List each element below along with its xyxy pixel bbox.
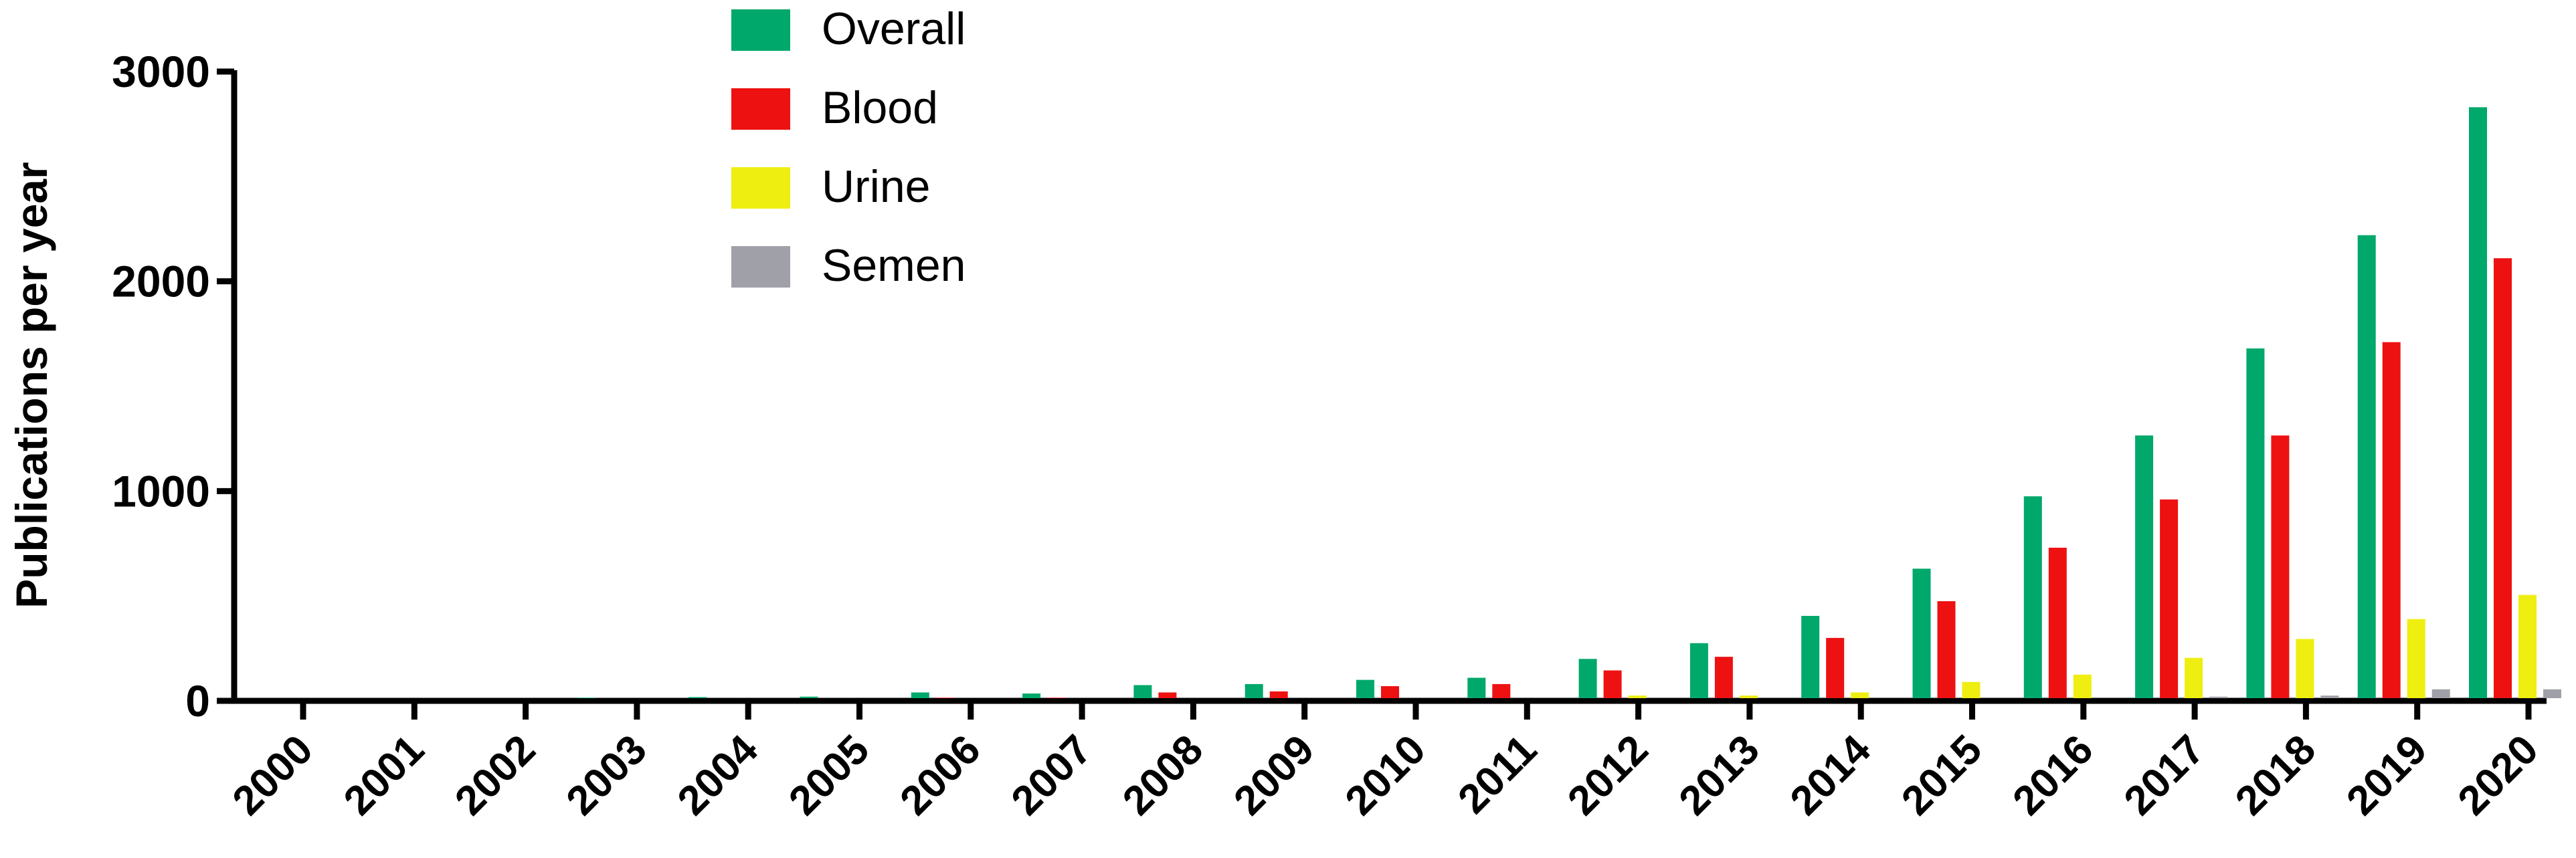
bar-blood-2017 (2160, 499, 2179, 698)
x-tick-label: 2019 (2338, 726, 2435, 824)
y-tick-label: 2000 (112, 257, 210, 306)
x-tick-label: 2011 (1449, 726, 1546, 823)
x-tick-label: 2015 (1893, 726, 1991, 824)
legend: Overall Blood Urine Semen (731, 3, 965, 291)
legend-swatch-overall (731, 9, 790, 51)
bar-overall-2014 (1801, 615, 1820, 698)
x-tick-label: 2005 (780, 726, 878, 824)
bar-blood-2019 (2382, 342, 2401, 698)
x-tick-label: 2001 (335, 726, 433, 824)
bar-overall-2012 (1578, 659, 1597, 698)
x-tick-label: 2018 (2227, 726, 2324, 824)
bar-blood-2018 (2271, 435, 2290, 698)
bar-overall-2015 (1912, 568, 1931, 698)
bar-overall-2019 (2357, 235, 2376, 698)
legend-label-blood: Blood (822, 82, 938, 133)
y-ticks: 0 1000 2000 3000 (112, 47, 234, 726)
bar-overall-2006 (911, 692, 929, 698)
legend-swatch-semen (731, 246, 790, 288)
bar-blood-2008 (1158, 692, 1177, 698)
legend-swatch-urine (731, 167, 790, 209)
bar-urine-2014 (1851, 692, 1869, 698)
bar-blood-2013 (1714, 657, 1733, 698)
y-tick-label: 0 (185, 676, 210, 726)
x-tick-label: 2014 (1782, 726, 1880, 825)
bar-overall-2009 (1245, 683, 1263, 698)
x-tick-label: 2007 (1003, 726, 1101, 824)
bar-urine-2019 (2407, 619, 2425, 698)
legend-label-overall: Overall (822, 3, 965, 54)
bars (577, 107, 2561, 698)
bar-urine-2018 (2296, 639, 2314, 698)
bar-semen-2017 (2209, 696, 2228, 698)
y-tick-label: 3000 (112, 47, 210, 96)
bar-blood-2015 (1937, 601, 1956, 698)
bar-urine-2016 (2073, 674, 2092, 698)
bar-blood-2016 (2048, 548, 2067, 698)
legend-label-urine: Urine (822, 161, 931, 212)
bar-urine-2012 (1628, 695, 1647, 698)
bar-semen-2019 (2431, 689, 2450, 698)
bar-overall-2004 (688, 697, 707, 698)
x-tick-label: 2008 (1114, 726, 1212, 824)
bar-urine-2020 (2518, 595, 2537, 698)
bar-blood-2009 (1269, 691, 1288, 698)
y-tick-label: 1000 (112, 466, 210, 516)
x-tick-label: 2010 (1337, 726, 1435, 824)
x-ticks: 2000 2001 2002 2003 2004 2005 2006 2007 2008 2009… (224, 701, 2547, 824)
bar-blood-2020 (2494, 258, 2512, 698)
x-tick-label: 2006 (891, 726, 989, 824)
bar-overall-2020 (2469, 107, 2487, 698)
x-tick-label: 2017 (2116, 726, 2213, 824)
bar-overall-2005 (800, 696, 818, 698)
bar-overall-2011 (1467, 677, 1486, 698)
x-tick-label: 2002 (446, 726, 544, 824)
x-tick-label: 2013 (1670, 726, 1768, 824)
bar-blood-2011 (1492, 683, 1511, 698)
bar-overall-2007 (1022, 693, 1041, 698)
legend-label-semen: Semen (822, 240, 965, 291)
bar-overall-2017 (2135, 435, 2154, 698)
x-tick-label: 2003 (557, 726, 655, 824)
bar-overall-2016 (2023, 496, 2042, 698)
x-tick-label: 2009 (1225, 726, 1323, 824)
bar-urine-2013 (1739, 695, 1758, 698)
bar-overall-2010 (1356, 679, 1374, 698)
bar-overall-2008 (1133, 685, 1152, 698)
bar-blood-2014 (1826, 637, 1845, 698)
x-tick-label: 2016 (2004, 726, 2102, 824)
bar-urine-2015 (1962, 681, 1981, 698)
x-tick-label: 2004 (669, 726, 767, 825)
bar-blood-2010 (1381, 686, 1399, 698)
y-axis-title: Publications per year (7, 162, 56, 609)
legend-swatch-blood (731, 88, 790, 130)
bar-overall-2018 (2246, 348, 2265, 698)
bar-blood-2012 (1603, 670, 1622, 698)
bar-semen-2018 (2320, 695, 2339, 698)
x-tick-label: 2000 (224, 726, 322, 824)
bar-urine-2017 (2185, 657, 2203, 698)
bar-overall-2013 (1689, 643, 1708, 698)
x-tick-label: 2020 (2450, 726, 2547, 824)
bar-semen-2020 (2543, 689, 2561, 698)
x-tick-label: 2012 (1559, 726, 1657, 824)
